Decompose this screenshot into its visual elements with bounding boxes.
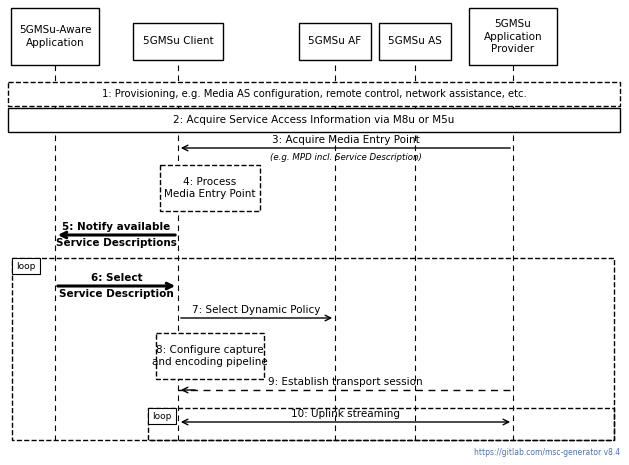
Text: 6: Select: 6: Select <box>91 273 142 283</box>
FancyBboxPatch shape <box>133 23 223 60</box>
Text: 5GMSu AF: 5GMSu AF <box>308 36 362 47</box>
FancyBboxPatch shape <box>12 258 40 274</box>
Text: loop: loop <box>16 261 36 271</box>
FancyBboxPatch shape <box>469 8 557 65</box>
FancyBboxPatch shape <box>148 408 176 424</box>
Text: 5GMSu
Application
Provider: 5GMSu Application Provider <box>484 19 542 54</box>
Text: 1: Provisioning, e.g. Media AS configuration, remote control, network assistance: 1: Provisioning, e.g. Media AS configura… <box>102 89 526 99</box>
FancyBboxPatch shape <box>299 23 371 60</box>
FancyBboxPatch shape <box>160 165 260 211</box>
Text: 3: Acquire Media Entry Point: 3: Acquire Media Entry Point <box>272 135 420 145</box>
FancyBboxPatch shape <box>379 23 451 60</box>
Text: 9: Establish transport session: 9: Establish transport session <box>268 377 423 387</box>
FancyBboxPatch shape <box>156 333 264 379</box>
Text: 8: Configure capture
and encoding pipeline: 8: Configure capture and encoding pipeli… <box>152 345 268 367</box>
Text: 2: Acquire Service Access Information via M8u or M5u: 2: Acquire Service Access Information vi… <box>174 115 455 125</box>
Text: Service Descriptions: Service Descriptions <box>56 238 177 248</box>
Text: 5: Notify available: 5: Notify available <box>62 222 170 232</box>
Text: (e.g. MPD incl. Service Description): (e.g. MPD incl. Service Description) <box>270 153 421 162</box>
Text: 4: Process
Media Entry Point: 4: Process Media Entry Point <box>164 177 256 199</box>
FancyBboxPatch shape <box>8 82 620 106</box>
Text: Service Description: Service Description <box>59 289 174 299</box>
FancyBboxPatch shape <box>11 8 99 65</box>
Text: 5GMSu-Aware
Application: 5GMSu-Aware Application <box>19 25 91 48</box>
Text: https://gitlab.com/msc-generator v8.4: https://gitlab.com/msc-generator v8.4 <box>474 448 620 457</box>
Text: 7: Select Dynamic Policy: 7: Select Dynamic Policy <box>192 305 321 315</box>
Text: 5GMSu AS: 5GMSu AS <box>388 36 442 47</box>
Text: 10: Uplink streaming: 10: Uplink streaming <box>291 409 400 419</box>
FancyBboxPatch shape <box>8 108 620 132</box>
Text: 5GMSu Client: 5GMSu Client <box>143 36 213 47</box>
Text: loop: loop <box>152 412 172 420</box>
